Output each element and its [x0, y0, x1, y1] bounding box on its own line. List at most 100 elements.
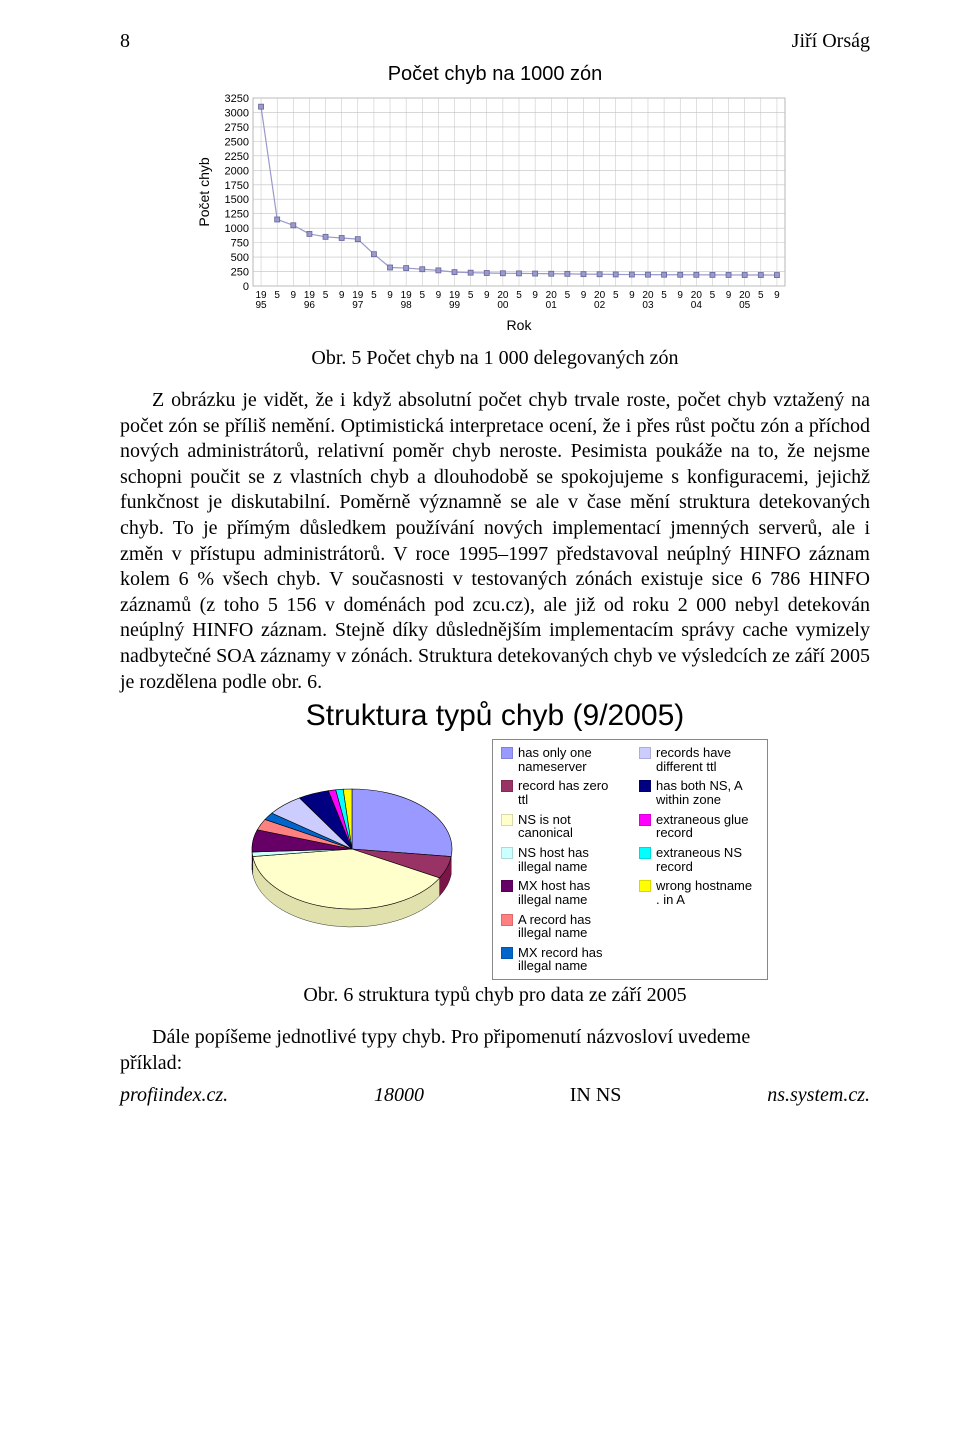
svg-text:9: 9 — [484, 290, 490, 301]
svg-text:02: 02 — [594, 300, 606, 311]
body-paragraph: Z obrázku je vidět, že i když absolutní … — [120, 388, 870, 695]
svg-text:5: 5 — [516, 290, 522, 301]
legend-label: extraneous glue record — [656, 813, 759, 840]
body-text: Z obrázku je vidět, že i když absolutní … — [120, 388, 870, 695]
legend-item: records have different ttl — [639, 746, 759, 773]
svg-text:98: 98 — [401, 300, 413, 311]
svg-text:3250: 3250 — [225, 93, 249, 105]
legend-label: A record has illegal name — [518, 913, 621, 940]
example-right: ns.system.cz. — [767, 1084, 870, 1107]
legend-swatch — [639, 780, 651, 792]
svg-text:96: 96 — [304, 300, 316, 311]
chart1-svg: 0250500750100012501500175020002250250027… — [195, 92, 795, 332]
legend-item: wrong hostname . in A — [639, 879, 759, 906]
legend-label: NS host has illegal name — [518, 846, 621, 873]
legend-item: record has zero ttl — [501, 779, 621, 806]
svg-text:04: 04 — [691, 300, 703, 311]
svg-text:5: 5 — [371, 290, 377, 301]
svg-text:5: 5 — [419, 290, 425, 301]
legend-swatch — [501, 780, 513, 792]
example-row: profiindex.cz. 18000 IN NS ns.system.cz. — [120, 1084, 870, 1107]
svg-text:97: 97 — [352, 300, 364, 311]
legend-item — [639, 946, 759, 973]
legend-label: has both NS, A within zone — [656, 779, 759, 806]
legend-item: extraneous NS record — [639, 846, 759, 873]
svg-text:5: 5 — [323, 290, 329, 301]
legend-item: NS is not canonical — [501, 813, 621, 840]
legend-item: A record has illegal name — [501, 913, 621, 940]
svg-text:2000: 2000 — [225, 165, 249, 177]
svg-text:250: 250 — [231, 267, 249, 279]
svg-text:3000: 3000 — [225, 107, 249, 119]
legend-label: records have different ttl — [656, 746, 759, 773]
example-mid-num: 18000 — [374, 1084, 424, 1107]
svg-text:0: 0 — [243, 281, 249, 293]
legend-swatch — [501, 747, 513, 759]
legend-label: extraneous NS record — [656, 846, 759, 873]
page-header: 8 Jiří Orság — [120, 30, 870, 53]
chart2-legend: has only one nameserver records have diff… — [492, 739, 768, 980]
svg-text:1750: 1750 — [225, 180, 249, 192]
svg-text:Rok: Rok — [507, 317, 533, 332]
chart2-container: has only one nameserver records have diff… — [175, 739, 815, 980]
legend-swatch — [501, 880, 513, 892]
chart2-caption: Obr. 6 struktura typů chyb pro data ze z… — [120, 984, 870, 1007]
legend-swatch — [501, 814, 513, 826]
para2-line2: příklad: — [120, 1052, 182, 1074]
example-mid-txt: IN NS — [570, 1084, 622, 1107]
svg-text:1250: 1250 — [225, 209, 249, 221]
legend-item: has only one nameserver — [501, 746, 621, 773]
page-number: 8 — [120, 30, 130, 53]
svg-text:5: 5 — [613, 290, 619, 301]
example-left: profiindex.cz. — [120, 1084, 228, 1107]
svg-text:9: 9 — [774, 290, 780, 301]
legend-swatch — [501, 947, 513, 959]
svg-text:1000: 1000 — [225, 223, 249, 235]
svg-text:9: 9 — [726, 290, 732, 301]
paragraph2: Dále popíšeme jednotlivé typy chyb. Pro … — [120, 1025, 870, 1076]
svg-text:5: 5 — [661, 290, 667, 301]
svg-text:00: 00 — [497, 300, 509, 311]
svg-text:500: 500 — [231, 252, 249, 264]
chart1-caption: Obr. 5 Počet chyb na 1 000 delegovaných … — [120, 347, 870, 370]
chart2-title: Struktura typů chyb (9/2005) — [120, 699, 870, 733]
svg-text:5: 5 — [274, 290, 280, 301]
svg-text:1500: 1500 — [225, 194, 249, 206]
svg-text:9: 9 — [532, 290, 538, 301]
chart2-pie — [222, 739, 482, 969]
svg-text:01: 01 — [546, 300, 558, 311]
legend-label: record has zero ttl — [518, 779, 621, 806]
legend-item: MX record has illegal name — [501, 946, 621, 973]
legend-swatch — [639, 847, 651, 859]
legend-item: extraneous glue record — [639, 813, 759, 840]
chart1-container: Počet chyb na 1000 zón 02505007501000125… — [195, 63, 795, 337]
svg-text:2750: 2750 — [225, 122, 249, 134]
para2-line1: Dále popíšeme jednotlivé typy chyb. Pro … — [120, 1025, 870, 1051]
svg-text:99: 99 — [449, 300, 461, 311]
svg-text:03: 03 — [642, 300, 654, 311]
svg-text:05: 05 — [739, 300, 751, 311]
legend-label: MX host has illegal name — [518, 879, 621, 906]
svg-text:9: 9 — [629, 290, 635, 301]
legend-swatch — [639, 814, 651, 826]
legend-swatch — [639, 880, 651, 892]
legend-swatch — [501, 914, 513, 926]
svg-text:750: 750 — [231, 238, 249, 250]
svg-text:5: 5 — [758, 290, 764, 301]
svg-text:2500: 2500 — [225, 136, 249, 148]
svg-text:9: 9 — [436, 290, 442, 301]
legend-item: MX host has illegal name — [501, 879, 621, 906]
page-author: Jiří Orság — [792, 30, 870, 53]
svg-text:9: 9 — [581, 290, 587, 301]
legend-swatch — [501, 847, 513, 859]
svg-text:9: 9 — [387, 290, 393, 301]
svg-text:2250: 2250 — [225, 151, 249, 163]
legend-label: has only one nameserver — [518, 746, 621, 773]
svg-text:9: 9 — [677, 290, 683, 301]
svg-text:Počet chyb: Počet chyb — [196, 157, 212, 226]
svg-text:9: 9 — [339, 290, 345, 301]
chart1-title: Počet chyb na 1000 zón — [195, 63, 795, 86]
svg-text:5: 5 — [468, 290, 474, 301]
legend-label: MX record has illegal name — [518, 946, 621, 973]
svg-text:5: 5 — [710, 290, 716, 301]
